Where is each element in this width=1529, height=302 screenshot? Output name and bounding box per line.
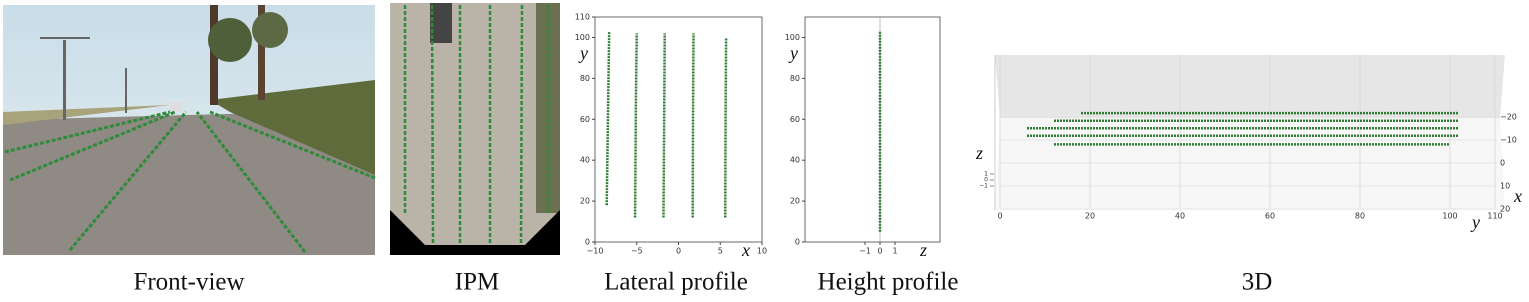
y-tick-label: 110 bbox=[575, 13, 590, 22]
y-tick-label: 20 bbox=[1500, 205, 1510, 214]
x-tick-label: 5 bbox=[718, 247, 723, 256]
x-tick-label: 1 bbox=[892, 247, 897, 256]
caption: Front-view bbox=[133, 269, 244, 296]
lane-line bbox=[724, 37, 728, 218]
y-tick-label: 80 bbox=[790, 74, 800, 83]
y-axis-label: y bbox=[788, 43, 798, 63]
ipm-image bbox=[390, 3, 560, 255]
x-tick-label: 0 bbox=[676, 247, 681, 256]
lane-line bbox=[662, 33, 666, 218]
y-tick-label: −10 bbox=[1500, 136, 1517, 145]
lane-line bbox=[633, 33, 638, 218]
caption: 3D bbox=[1242, 269, 1273, 296]
x-tick-label: 80 bbox=[1355, 212, 1365, 221]
y-tick-label: 60 bbox=[790, 115, 800, 124]
x-axis-label: x bbox=[741, 240, 750, 260]
y-tick-label: −20 bbox=[1500, 113, 1517, 122]
y-axis-label: y bbox=[1470, 212, 1480, 232]
y-tick-label: 20 bbox=[580, 197, 590, 206]
y-tick-label: 0 bbox=[1500, 159, 1505, 168]
y-tick-label: 40 bbox=[580, 156, 590, 165]
y-tick-label: 20 bbox=[790, 197, 800, 206]
x-tick-label: 0 bbox=[997, 212, 1002, 221]
y-tick-label: 0 bbox=[585, 238, 590, 247]
caption: Lateral profile bbox=[604, 269, 748, 296]
y-tick-label: 40 bbox=[790, 156, 800, 165]
x-tick-label: 10 bbox=[757, 247, 767, 256]
y-tick-label: 10 bbox=[1500, 182, 1510, 191]
lane-line bbox=[691, 33, 695, 218]
x-tick-label: 0 bbox=[877, 247, 882, 256]
z-tick-label: 1 bbox=[984, 171, 988, 178]
plot-frame bbox=[594, 16, 763, 243]
pane-back bbox=[995, 55, 1505, 118]
y-tick-label: 80 bbox=[580, 74, 590, 83]
y-tick-label: 100 bbox=[575, 33, 590, 42]
x-axis-label: x bbox=[1513, 186, 1522, 206]
z-tick-label: 0 bbox=[984, 177, 988, 184]
plot-frame bbox=[804, 16, 941, 243]
caption: IPM bbox=[455, 269, 499, 296]
y-tick-label: 60 bbox=[580, 115, 590, 124]
front-view-image bbox=[3, 5, 376, 255]
x-tick-label: −1 bbox=[859, 247, 871, 256]
x-axis-label: z bbox=[919, 240, 927, 260]
x-tick-label: 110 bbox=[1487, 212, 1502, 221]
z-axis-label: z bbox=[975, 143, 983, 163]
x-tick-label: 20 bbox=[1085, 212, 1095, 221]
caption: Height profile bbox=[818, 269, 959, 296]
z-tick-label: −1 bbox=[979, 183, 988, 190]
y-axis-label: y bbox=[578, 43, 588, 63]
y-tick-label: 100 bbox=[785, 33, 800, 42]
pane-floor bbox=[995, 118, 1505, 210]
x-tick-label: −10 bbox=[587, 247, 604, 256]
lane-line bbox=[605, 31, 611, 206]
y-tick-label: 0 bbox=[795, 238, 800, 247]
x-tick-label: 40 bbox=[1175, 212, 1185, 221]
x-tick-label: 60 bbox=[1265, 212, 1275, 221]
x-tick-label: −5 bbox=[631, 247, 643, 256]
x-tick-label: 100 bbox=[1442, 212, 1457, 221]
